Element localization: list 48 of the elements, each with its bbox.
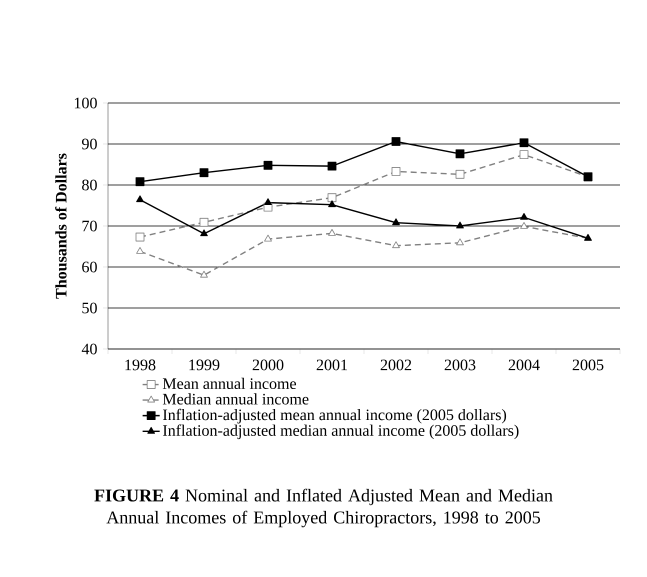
y-tick-label: 70 bbox=[82, 220, 97, 232]
point bbox=[392, 241, 400, 248]
point bbox=[456, 222, 464, 228]
point bbox=[520, 138, 528, 148]
point bbox=[136, 177, 144, 186]
point bbox=[264, 198, 272, 206]
x-tick-label: 2000 bbox=[252, 360, 284, 370]
point bbox=[456, 238, 464, 246]
x-tick-label: 2003 bbox=[444, 360, 476, 370]
x-tick-label: 2001 bbox=[316, 360, 348, 370]
y-tick-label: 50 bbox=[82, 302, 97, 314]
y-tick-label: 40 bbox=[82, 344, 97, 354]
point bbox=[200, 168, 208, 178]
point bbox=[456, 149, 464, 158]
legend-label: Inflation-adjusted mean annual income (2005 dollars) bbox=[162, 408, 506, 424]
point bbox=[328, 193, 336, 202]
point bbox=[264, 234, 272, 242]
point bbox=[520, 212, 528, 220]
point bbox=[392, 218, 400, 226]
point bbox=[392, 167, 400, 176]
point bbox=[264, 160, 272, 170]
point bbox=[328, 200, 336, 208]
point bbox=[200, 229, 208, 236]
point bbox=[456, 170, 464, 179]
point bbox=[200, 270, 208, 278]
y-tick-label: 100 bbox=[74, 98, 97, 108]
legend-label: Median annual income bbox=[162, 393, 308, 405]
y-axis-title: Thousands of Dollars bbox=[55, 154, 67, 299]
point bbox=[136, 232, 144, 242]
x-tick-label: 2004 bbox=[508, 360, 540, 370]
point bbox=[392, 137, 400, 146]
point bbox=[136, 195, 144, 202]
point bbox=[520, 150, 528, 160]
text: FIGURE 4 Nominal and Inflated Adjusted Mean and Median Annual Incomes of Employed Chiropractors, 1998 to 2005 bbox=[94, 488, 553, 528]
legend-label: Mean annual income bbox=[162, 378, 296, 390]
x-tick-label: 2002 bbox=[380, 360, 412, 370]
x-tick-label: 1999 bbox=[189, 360, 220, 370]
y-tick-label: 60 bbox=[82, 262, 97, 272]
x-tick-label: 2005 bbox=[572, 360, 604, 370]
y-tick-label: 80 bbox=[82, 180, 97, 190]
point bbox=[200, 218, 208, 227]
point bbox=[328, 162, 336, 171]
y-tick-label: 90 bbox=[82, 138, 97, 150]
point bbox=[520, 222, 528, 229]
point bbox=[328, 228, 336, 236]
x-tick-label: 1998 bbox=[125, 360, 156, 370]
legend-label: Inflation-adjusted median annual income (2005 dollars) bbox=[162, 424, 519, 440]
point bbox=[136, 247, 144, 254]
